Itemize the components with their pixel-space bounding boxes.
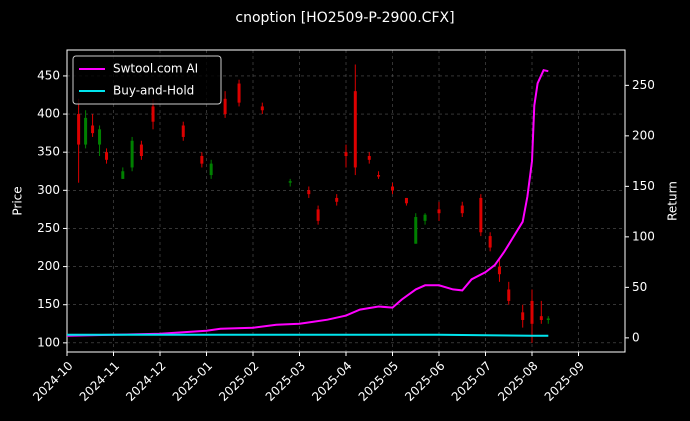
y2-tick-label: 200 [632,128,655,142]
candle-body [353,91,357,168]
y-axis-label: Price [11,186,25,215]
candle-body [367,156,371,160]
candle-body [84,117,88,145]
candle-body [105,152,109,160]
candle-body [546,318,550,320]
legend-label: Buy-and-Hold [113,84,194,98]
y2-tick-label: 100 [632,229,655,243]
candle-body [288,181,292,183]
y-tick-label: 150 [37,297,60,311]
plot-frame [66,49,626,353]
candle-body [479,197,483,233]
candle-body [437,209,441,214]
legend-box [72,55,222,105]
candle-body [307,190,311,195]
candle-body [209,163,213,176]
candle-body [77,114,81,145]
x-tick-label: 2025-02 [216,359,261,404]
candle-body [530,300,534,324]
legend-label: Swtool.com AI [113,62,198,76]
x-tick-label: 2025-05 [356,359,401,404]
y2-tick-label: 250 [632,78,655,92]
candle-body [98,129,102,145]
candle-body [139,144,143,157]
candle-body [200,156,204,164]
candle-body [316,209,320,221]
candle-body [507,289,511,301]
candle-body [237,83,241,103]
candle-body [223,98,227,115]
y-tick-label: 250 [37,221,60,235]
x-tick-label: 2025-01 [170,359,215,404]
candle-body [423,214,427,221]
candle-body [521,312,525,320]
x-tick-label: 2025-09 [542,359,587,404]
candle-body [344,152,348,157]
candle-body [151,106,155,122]
candle-body [539,316,543,320]
candle-body [377,175,381,177]
x-tick-label: 2024-12 [123,359,168,404]
y2-tick-label: 0 [632,330,640,344]
x-tick-label: 2025-07 [449,359,494,404]
x-tick-label: 2024-11 [77,359,122,404]
y-tick-label: 350 [37,145,60,159]
y2-axis-label: Return [666,181,680,221]
candle-body [488,236,492,248]
y-tick-label: 400 [37,107,60,121]
candle-body [130,140,134,168]
chart-title: cnoption [HO2509-P-2900.CFX] [235,10,454,26]
x-tick-label: 2025-04 [309,359,354,404]
candle-body [414,217,418,244]
x-tick-label: 2025-08 [495,359,540,404]
candle-body [497,266,501,275]
y-tick-label: 450 [37,68,60,82]
line-series [66,69,549,337]
candle-body [404,197,408,204]
y-tick-label: 300 [37,183,60,197]
candle-body [121,171,125,179]
y2-tick-label: 50 [632,280,647,294]
y2-tick-label: 150 [632,179,655,193]
candle-body [391,186,394,191]
x-tick-label: 2024-10 [30,359,75,404]
line-series [67,333,549,337]
y-tick-label: 200 [37,259,60,273]
candle-body [181,125,185,137]
y-tick-label: 100 [37,335,60,349]
x-tick-label: 2025-06 [402,359,447,404]
candle-body [91,125,95,134]
candle-body [335,197,339,202]
candle-body [460,205,464,214]
candle-body [260,106,264,111]
x-tick-label: 2025-03 [263,359,308,404]
